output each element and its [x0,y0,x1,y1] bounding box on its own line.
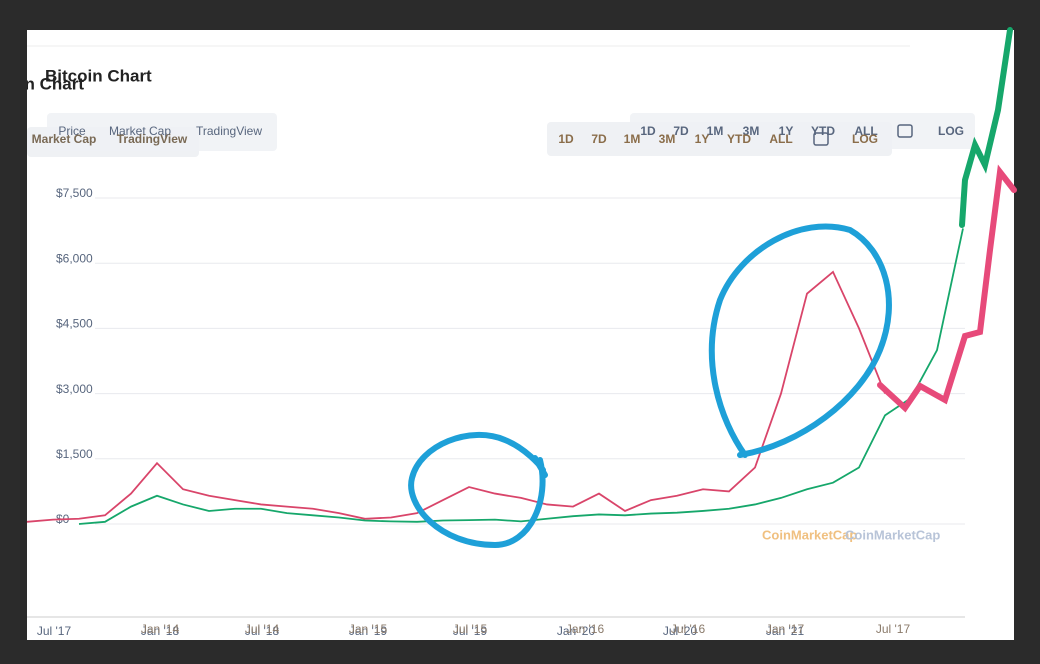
x-tick-label: Jan '18 [141,624,180,638]
x-tick-label: Jan '16 [566,622,605,636]
calendar-icon [813,132,829,146]
x-tick-label: Jan '19 [349,624,388,638]
range-button[interactable]: 1D [640,124,656,138]
price-line [26,270,886,523]
range-button[interactable]: YTD [811,124,835,138]
x-tick-label: Jul '17 [37,624,72,638]
watermark: CoinMarketCap [845,527,940,542]
x-tick-label: Jul '14 [245,622,280,636]
y-tick-label: $3,000 [56,382,93,396]
range-button[interactable]: ALL [769,132,792,146]
annotations [408,27,1017,549]
tab: TradingView [196,124,262,138]
chart-title: Bitcoin Chart [45,66,152,85]
x-tick-label: Jul '15 [453,622,488,636]
watermark: CoinMarketCap [762,527,857,542]
range-button[interactable]: 7D [591,132,607,146]
x-tick-label: Jul '20 [663,624,698,638]
tab: TradingView [117,132,188,146]
x-tick-label: Jul '18 [245,624,280,638]
range-button[interactable]: 3M [659,132,676,146]
circle-annotation [408,431,548,549]
marker-line [877,164,1017,413]
range-button[interactable]: ALL [854,124,877,138]
x-tick-label: Jan '15 [349,622,388,636]
y-tick-label: $6,000 [56,251,93,265]
tab: Price [58,124,86,138]
tab: Market Cap [109,124,171,138]
price-line [78,228,964,525]
x-tick-label: Jan '14 [141,622,180,636]
tab: Market Cap [32,132,97,146]
x-tick-label: Jan '20 [557,624,596,638]
x-tick-label: Jan '21 [766,624,805,638]
y-tick-label: $4,500 [56,317,93,331]
chart-title: Bitcoin Chart [0,74,84,93]
range-button[interactable]: 3M [743,124,760,138]
x-tick-label: Jan '17 [766,622,805,636]
y-tick-label: $1,500 [56,447,93,461]
range-bg [630,113,975,149]
circle-annotation [708,223,892,458]
y-tick-label: $7,500 [56,186,93,200]
tab-bg [47,113,277,151]
range-button[interactable]: LOG [852,132,878,146]
range-button[interactable]: LOG [938,124,964,138]
calendar-icon [897,124,913,138]
marker-line [959,27,1013,228]
x-tick-label: Jul '19 [453,624,488,638]
range-button[interactable]: 1D [558,132,574,146]
x-tick-label: Jul '17 [876,622,911,636]
range-button[interactable]: 1Y [695,132,710,146]
range-button[interactable]: 7D [673,124,689,138]
range-button[interactable]: 1M [624,132,641,146]
range-button[interactable]: 1Y [779,124,794,138]
x-tick-label: Jul '16 [671,622,706,636]
range-button[interactable]: 1M [707,124,724,138]
range-button[interactable]: YTD [727,132,751,146]
